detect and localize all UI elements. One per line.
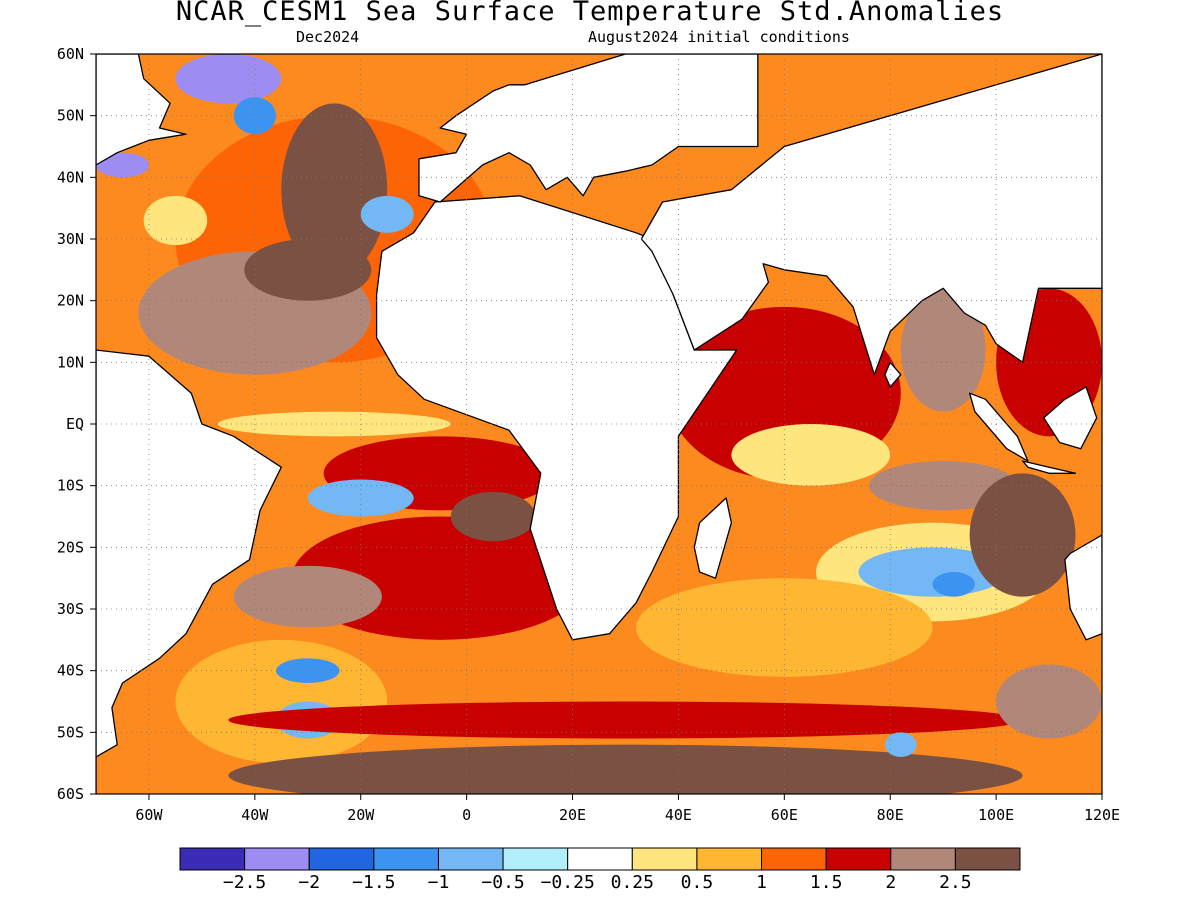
anomaly-region-6 bbox=[233, 97, 277, 135]
colorbar-label: 1.5 bbox=[810, 872, 843, 893]
lat-tick-label: 10N bbox=[57, 353, 84, 371]
lat-tick-label: 20S bbox=[57, 538, 84, 556]
lon-tick-label: 80E bbox=[877, 806, 904, 824]
land-north-america bbox=[96, 54, 187, 166]
lat-tick-label: 50N bbox=[57, 107, 84, 125]
colorbar-swatch bbox=[244, 847, 310, 871]
land-arabia-asia bbox=[640, 54, 1102, 376]
anomaly-region-26 bbox=[932, 572, 975, 597]
land-south-america bbox=[96, 349, 282, 794]
anomaly-region-2 bbox=[281, 103, 388, 276]
colorbar-label: −1.5 bbox=[352, 872, 395, 893]
lat-tick-label: 40N bbox=[57, 168, 84, 186]
lon-tick-label: 40W bbox=[241, 806, 269, 824]
anomaly-region-14 bbox=[450, 491, 536, 542]
lon-tick-label: 60W bbox=[135, 806, 163, 824]
colorbar-swatch bbox=[825, 847, 892, 871]
colorbar-swatch bbox=[308, 847, 375, 871]
anomaly-region-28 bbox=[636, 578, 933, 677]
anomaly-region-18 bbox=[228, 744, 1023, 794]
anomaly-region-15 bbox=[175, 639, 388, 764]
anomaly-region-4 bbox=[175, 54, 282, 104]
colorbar-swatch bbox=[761, 847, 827, 871]
anomaly-region-7 bbox=[360, 195, 414, 233]
land-java bbox=[1021, 460, 1077, 474]
colorbar-swatch bbox=[179, 847, 246, 871]
anomaly-region-10 bbox=[307, 479, 414, 517]
anomaly-region-23 bbox=[900, 288, 986, 412]
lat-tick-label: 60S bbox=[57, 785, 84, 803]
lon-tick-label: 40E bbox=[665, 806, 692, 824]
lat-tick-label: 40S bbox=[57, 662, 84, 680]
lon-tick-label: 0 bbox=[462, 806, 471, 824]
lat-tick-label: 30S bbox=[57, 600, 84, 618]
colorbar-swatch bbox=[954, 847, 1021, 871]
lon-tick-label: 120E bbox=[1084, 806, 1120, 824]
colorbar-label: −0.5 bbox=[481, 872, 524, 893]
colorbar-label: −2.5 bbox=[223, 872, 266, 893]
anomaly-region-13 bbox=[233, 565, 382, 628]
map-title: NCAR_CESM1 Sea Surface Temperature Std.A… bbox=[175, 0, 1005, 27]
land-africa bbox=[375, 195, 738, 641]
grid-layer bbox=[96, 54, 1102, 794]
anomaly-region-30 bbox=[884, 732, 917, 758]
anomaly-region-16 bbox=[276, 658, 340, 684]
colorbar-swatch bbox=[631, 847, 698, 871]
colorbar-label: −2 bbox=[298, 872, 320, 893]
colorbar-label: 0.25 bbox=[611, 872, 654, 893]
colorbar-swatch bbox=[696, 847, 763, 871]
forecast-month: Dec2024 bbox=[296, 28, 360, 46]
colorbar: −2.5 −2 −1.5 −1 −0.5 −0.25 0.25 0.5 1 1.5 2 2.5 bbox=[179, 847, 1021, 893]
lat-tick-label: EQ bbox=[66, 415, 84, 433]
anomaly-region-11 bbox=[217, 411, 451, 437]
anomaly-region-27 bbox=[969, 473, 1076, 597]
land-sumatra bbox=[968, 392, 1029, 462]
colorbar-label: 2.5 bbox=[939, 872, 972, 893]
land-australia bbox=[1064, 534, 1102, 641]
lon-tick-label: 20W bbox=[347, 806, 375, 824]
land-layer bbox=[96, 54, 1102, 794]
land-europe bbox=[418, 54, 759, 203]
land-borneo bbox=[1043, 386, 1098, 450]
anomaly-region-5 bbox=[96, 152, 149, 178]
lat-tick-label: 60N bbox=[57, 45, 84, 63]
anomaly-region-3 bbox=[244, 239, 372, 301]
land-madagascar bbox=[693, 497, 733, 579]
lon-tick-label: 20E bbox=[559, 806, 586, 824]
colorbar-swatch bbox=[890, 847, 956, 871]
colorbar-label: 0.5 bbox=[681, 872, 714, 893]
lat-tick-label: 30N bbox=[57, 230, 84, 248]
lat-tick-label: 50S bbox=[57, 723, 84, 741]
colorbar-swatch bbox=[373, 847, 439, 871]
lon-tick-label: 100E bbox=[978, 806, 1014, 824]
colorbar-swatch bbox=[502, 847, 569, 871]
axis-layer: 60N 50N 40N 30N 20N 10N EQ 10S 20S 30S 40S 50S 60S 60… bbox=[57, 45, 1120, 824]
colorbar-swatch bbox=[567, 847, 633, 871]
anomaly-region-29 bbox=[996, 664, 1102, 739]
lon-tick-label: 60E bbox=[771, 806, 798, 824]
anomaly-region-8 bbox=[143, 195, 208, 246]
anomaly-region-21 bbox=[731, 424, 891, 486]
land-sri-lanka bbox=[884, 361, 902, 388]
colorbar-label: 2 bbox=[885, 872, 896, 893]
lat-tick-label: 20N bbox=[57, 292, 84, 310]
colorbar-label: 1 bbox=[756, 872, 767, 893]
initial-conditions: August2024 initial conditions bbox=[588, 28, 850, 46]
colorbar-label: −1 bbox=[428, 872, 450, 893]
anomaly-region-19 bbox=[228, 701, 1023, 739]
colorbar-swatch bbox=[437, 847, 504, 871]
lat-tick-label: 10S bbox=[57, 477, 84, 495]
colorbar-label: −0.25 bbox=[541, 872, 595, 893]
